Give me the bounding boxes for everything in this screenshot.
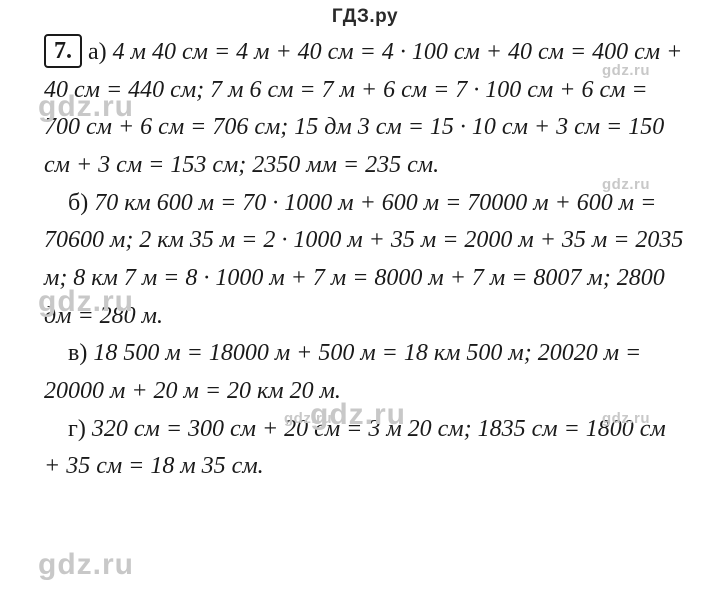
part-c-label: в) — [68, 340, 87, 366]
page: ГДЗ.ру 7.а) 4 м 40 см = 4 м + 40 см = 4 … — [0, 0, 720, 604]
problem-number-badge: 7. — [44, 34, 82, 68]
part-b-text: 70 км 600 м = 70 · 1000 м + 600 м = 7000… — [44, 190, 683, 329]
part-d-text: 320 см = 300 см + 20 см = 3 м 20 см; 183… — [44, 416, 666, 480]
part-a-text: 4 м 40 см = 4 м + 40 см = 4 · 100 см + 4… — [44, 39, 682, 178]
part-a-label: а) — [88, 39, 107, 65]
part-c-text: 18 500 м = 18000 м + 500 м = 18 км 500 м… — [44, 340, 641, 404]
site-title: ГДЗ.ру — [332, 6, 398, 27]
part-d-label: г) — [68, 416, 86, 442]
part-b-label: б) — [68, 190, 88, 216]
site-header: ГДЗ.ру — [44, 6, 686, 28]
solution-body: 7.а) 4 м 40 см = 4 м + 40 см = 4 · 100 с… — [44, 34, 686, 486]
watermark-big: gdz.ru — [38, 548, 134, 582]
